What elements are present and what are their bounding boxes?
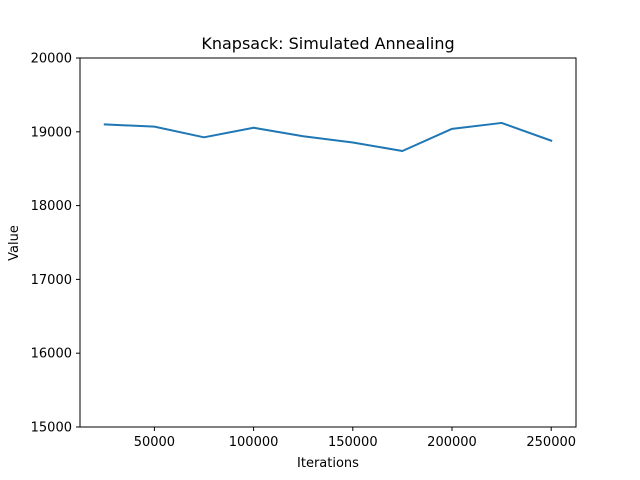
plot-frame — [79, 57, 577, 428]
y-tick-label: 18000 — [31, 199, 72, 214]
x-axis-label: Iterations — [297, 456, 359, 471]
x-axis: 50000 100000 150000 200000 250000 — [134, 427, 576, 450]
x-tick-label: 50000 — [134, 435, 175, 450]
chart-title: Knapsack: Simulated Annealing — [201, 34, 454, 53]
x-tick-label: 150000 — [328, 435, 378, 450]
x-tick-label: 100000 — [229, 435, 279, 450]
x-tick-label: 200000 — [427, 435, 477, 450]
y-tick-label: 20000 — [31, 52, 72, 67]
x-tick-label: 250000 — [526, 435, 576, 450]
plot-area — [103, 121, 553, 152]
y-tick-label: 17000 — [31, 273, 72, 288]
y-tick-label: 16000 — [31, 347, 72, 362]
y-axis-label: Value — [7, 225, 22, 261]
series-line — [103, 121, 553, 152]
y-axis: 15000 16000 17000 18000 19000 20000 — [31, 52, 80, 436]
y-tick-label: 19000 — [31, 125, 72, 140]
y-tick-label: 15000 — [31, 421, 72, 436]
